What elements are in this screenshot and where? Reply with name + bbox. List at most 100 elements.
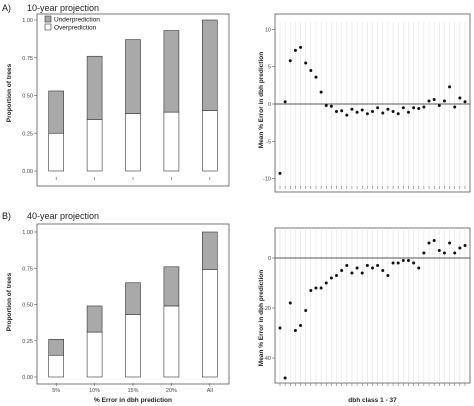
data-point-28 — [417, 266, 421, 270]
data-point-29 — [422, 105, 426, 109]
data-point-36 — [458, 96, 462, 100]
legend-swatch — [44, 23, 52, 31]
data-point-11 — [329, 276, 333, 280]
bar-overprediction-3 — [125, 314, 141, 378]
data-point-25 — [401, 259, 405, 262]
x-tick-label: 20% — [166, 388, 177, 394]
data-point-15 — [350, 271, 354, 275]
b-scatter-chart: Mean % Error in dbh prediction-40 -20 0 dbh… — [258, 228, 470, 404]
data-point-19 — [371, 266, 374, 270]
y-tick-label: 0.25 — [22, 131, 33, 137]
data-point-4 — [293, 48, 297, 52]
data-point-36 — [458, 246, 462, 250]
data-point-18 — [365, 264, 369, 267]
y-tick-label: 0.75 — [22, 266, 33, 272]
data-point-21 — [381, 111, 385, 115]
data-point-1 — [278, 171, 282, 175]
bar-underprediction-5 — [202, 231, 218, 271]
data-point-27 — [412, 106, 416, 110]
data-point-20 — [376, 106, 380, 110]
data-point-13 — [340, 109, 344, 113]
bar-underprediction-5 — [202, 19, 218, 111]
panel-b-title: 40-year projection — [27, 211, 99, 221]
data-point-10 — [324, 103, 328, 107]
data-point-1 — [278, 326, 282, 330]
data-point-30 — [427, 241, 431, 245]
y-tick-label: 0.75 — [22, 56, 33, 62]
data-point-7 — [309, 289, 313, 292]
data-point-37 — [463, 100, 467, 104]
a-bar-frame — [36, 13, 230, 187]
data-point-13 — [340, 269, 344, 272]
data-point-23 — [391, 261, 395, 265]
y-tick-label: 0 — [268, 256, 271, 262]
y-axis-label: Proportion of trees — [6, 63, 13, 122]
data-point-6 — [304, 309, 308, 312]
data-point-17 — [360, 271, 364, 275]
y-tick-label: 0.50 — [22, 303, 33, 309]
data-point-32 — [437, 103, 441, 107]
data-point-12 — [335, 109, 339, 113]
y-tick-label: 0.25 — [22, 339, 33, 345]
data-point-10 — [324, 281, 328, 285]
b-bar-chart: Proportion of trees 0.00 0.25 0.50 0.75 1.00 5… — [6, 230, 218, 404]
x-tick-label: All — [207, 388, 213, 394]
y-axis-label: Proportion of trees — [6, 272, 13, 331]
data-point-9 — [319, 90, 323, 94]
data-point-2 — [283, 376, 287, 380]
data-point-37 — [463, 244, 467, 247]
x-axis-label: % Error in dbh prediction — [94, 397, 172, 404]
data-point-14 — [345, 264, 349, 267]
a-scatter-frame — [274, 13, 471, 193]
y-tick-label: -20 — [263, 306, 271, 312]
y-tick-label: 0.00 — [22, 375, 33, 381]
data-point-3 — [288, 59, 292, 63]
bar-underprediction-4 — [163, 30, 180, 113]
bar-overprediction-1 — [48, 132, 65, 172]
y-tick-label: 1.00 — [22, 18, 33, 24]
data-point-31 — [432, 98, 436, 102]
data-point-16 — [355, 266, 359, 270]
y-axis-label: Mean % Error in dbh prediction — [258, 52, 265, 148]
data-point-23 — [391, 109, 395, 113]
y-tick-label: 5 — [268, 65, 271, 71]
y-tick-label: -40 — [263, 356, 271, 362]
panel-a-label: A) — [2, 3, 11, 13]
y-tick-label: -10 — [263, 177, 271, 183]
data-point-34 — [448, 241, 452, 245]
data-point-22 — [386, 107, 390, 111]
data-point-4 — [293, 329, 297, 332]
data-point-24 — [396, 261, 400, 265]
bar-overprediction-4 — [163, 111, 180, 172]
data-point-5 — [299, 324, 303, 327]
data-point-9 — [319, 286, 323, 290]
bar-overprediction-2 — [86, 119, 103, 172]
bar-overprediction-4 — [163, 305, 180, 378]
bar-underprediction-1 — [48, 338, 65, 356]
x-tick-label: 15% — [127, 388, 138, 394]
data-point-18 — [365, 112, 369, 116]
legend-swatch — [44, 15, 52, 23]
data-point-3 — [288, 301, 292, 305]
data-point-12 — [335, 274, 339, 277]
data-point-6 — [304, 61, 308, 65]
a-bar-chart: Proportion of trees 0.00 0.25 0.50 0.75 1.00 U… — [6, 15, 218, 180]
data-point-28 — [417, 106, 421, 110]
bar-overprediction-1 — [48, 354, 65, 378]
data-point-17 — [360, 108, 364, 112]
data-point-34 — [448, 85, 452, 89]
panel-b-label: B) — [2, 211, 11, 221]
data-point-8 — [314, 286, 318, 290]
data-point-20 — [376, 264, 380, 267]
x-tick-label: 10% — [89, 388, 100, 394]
data-point-35 — [453, 251, 457, 255]
data-point-11 — [329, 104, 333, 108]
data-point-35 — [453, 105, 457, 109]
data-point-29 — [422, 251, 426, 255]
bar-overprediction-3 — [125, 113, 141, 172]
data-point-14 — [345, 113, 349, 117]
data-point-5 — [299, 45, 303, 49]
legend-label: Overprediction — [54, 25, 97, 32]
bar-overprediction-5 — [202, 110, 218, 172]
bar-underprediction-1 — [48, 90, 65, 134]
